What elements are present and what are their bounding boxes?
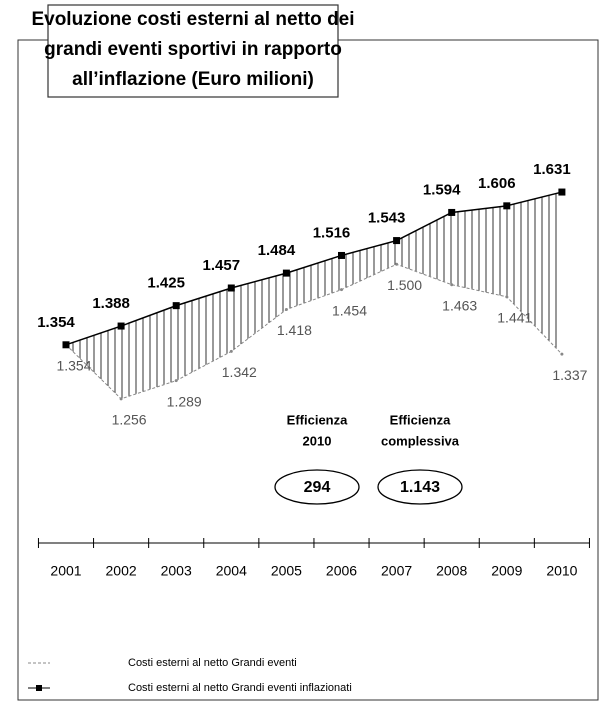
- chart-title: grandi eventi sportivi in rapporto: [44, 39, 342, 60]
- x-tick-label: 2007: [381, 563, 412, 579]
- data-label: 1.500: [387, 277, 422, 293]
- series-line: [65, 191, 563, 346]
- data-label: 1.484: [258, 242, 296, 259]
- x-tick-label: 2001: [50, 563, 81, 579]
- legend-label: Costi esterni al netto Grandi eventi inf…: [128, 682, 352, 694]
- annotation-value: 294: [304, 479, 331, 496]
- data-label: 1.457: [203, 257, 241, 274]
- point: [393, 237, 401, 245]
- data-label: 1.631: [533, 161, 571, 178]
- data-label: 1.354: [37, 314, 75, 331]
- chart-title: all’inflazione (Euro milioni): [72, 69, 314, 90]
- annotation-label: complessiva: [381, 433, 460, 448]
- annotation-oval: [274, 469, 360, 505]
- point: [174, 379, 178, 383]
- data-label: 1.256: [112, 412, 147, 428]
- series-line: [65, 263, 563, 400]
- point: [227, 284, 235, 292]
- data-label: 1.441: [497, 310, 532, 326]
- point: [119, 397, 123, 401]
- data-label: 1.425: [147, 275, 185, 292]
- data-label: 1.388: [92, 295, 130, 312]
- annotation-label: Efficienza: [287, 412, 348, 427]
- point: [284, 308, 288, 312]
- data-label: 1.516: [313, 224, 351, 241]
- x-tick-label: 2002: [106, 563, 137, 579]
- legend-marker: [36, 685, 42, 691]
- x-tick-label: 2006: [326, 563, 357, 579]
- data-label: 1.342: [222, 364, 257, 380]
- data-label: 1.418: [277, 322, 312, 338]
- point: [395, 262, 399, 266]
- data-label: 1.543: [368, 210, 406, 227]
- hatch-area: [66, 192, 562, 399]
- legend-label: Costi esterni al netto Grandi eventi: [128, 657, 297, 669]
- data-label: 1.454: [332, 302, 367, 318]
- point: [282, 269, 290, 277]
- x-tick-label: 2004: [216, 563, 247, 579]
- point: [229, 349, 233, 353]
- annotation-value: 1.143: [400, 479, 440, 496]
- point: [338, 251, 345, 259]
- x-tick-label: 2009: [491, 563, 522, 579]
- data-label: 1.606: [478, 175, 516, 192]
- chart-title: Evoluzione costi esterni al netto dei: [31, 9, 354, 30]
- x-tick-label: 2010: [546, 563, 577, 579]
- x-tick-label: 2008: [436, 563, 467, 579]
- x-tick-label: 2005: [271, 563, 302, 579]
- annotation-label: Efficienza: [390, 412, 451, 427]
- annotation-label: 2010: [303, 433, 332, 448]
- point: [505, 295, 509, 299]
- annotation-oval: [377, 469, 463, 505]
- point: [560, 352, 564, 356]
- point: [558, 188, 566, 196]
- data-label: 1.463: [442, 297, 477, 313]
- data-label: 1.354: [56, 357, 91, 373]
- data-label: 1.289: [167, 393, 202, 409]
- point: [172, 302, 180, 310]
- x-tick-label: 2003: [161, 563, 192, 579]
- point: [450, 283, 454, 287]
- point: [448, 208, 456, 216]
- point: [117, 322, 125, 330]
- data-label: 1.594: [423, 181, 461, 198]
- point: [62, 341, 70, 349]
- title-box: [47, 4, 339, 98]
- point: [503, 202, 511, 210]
- data-label: 1.337: [552, 367, 587, 383]
- point: [340, 288, 343, 292]
